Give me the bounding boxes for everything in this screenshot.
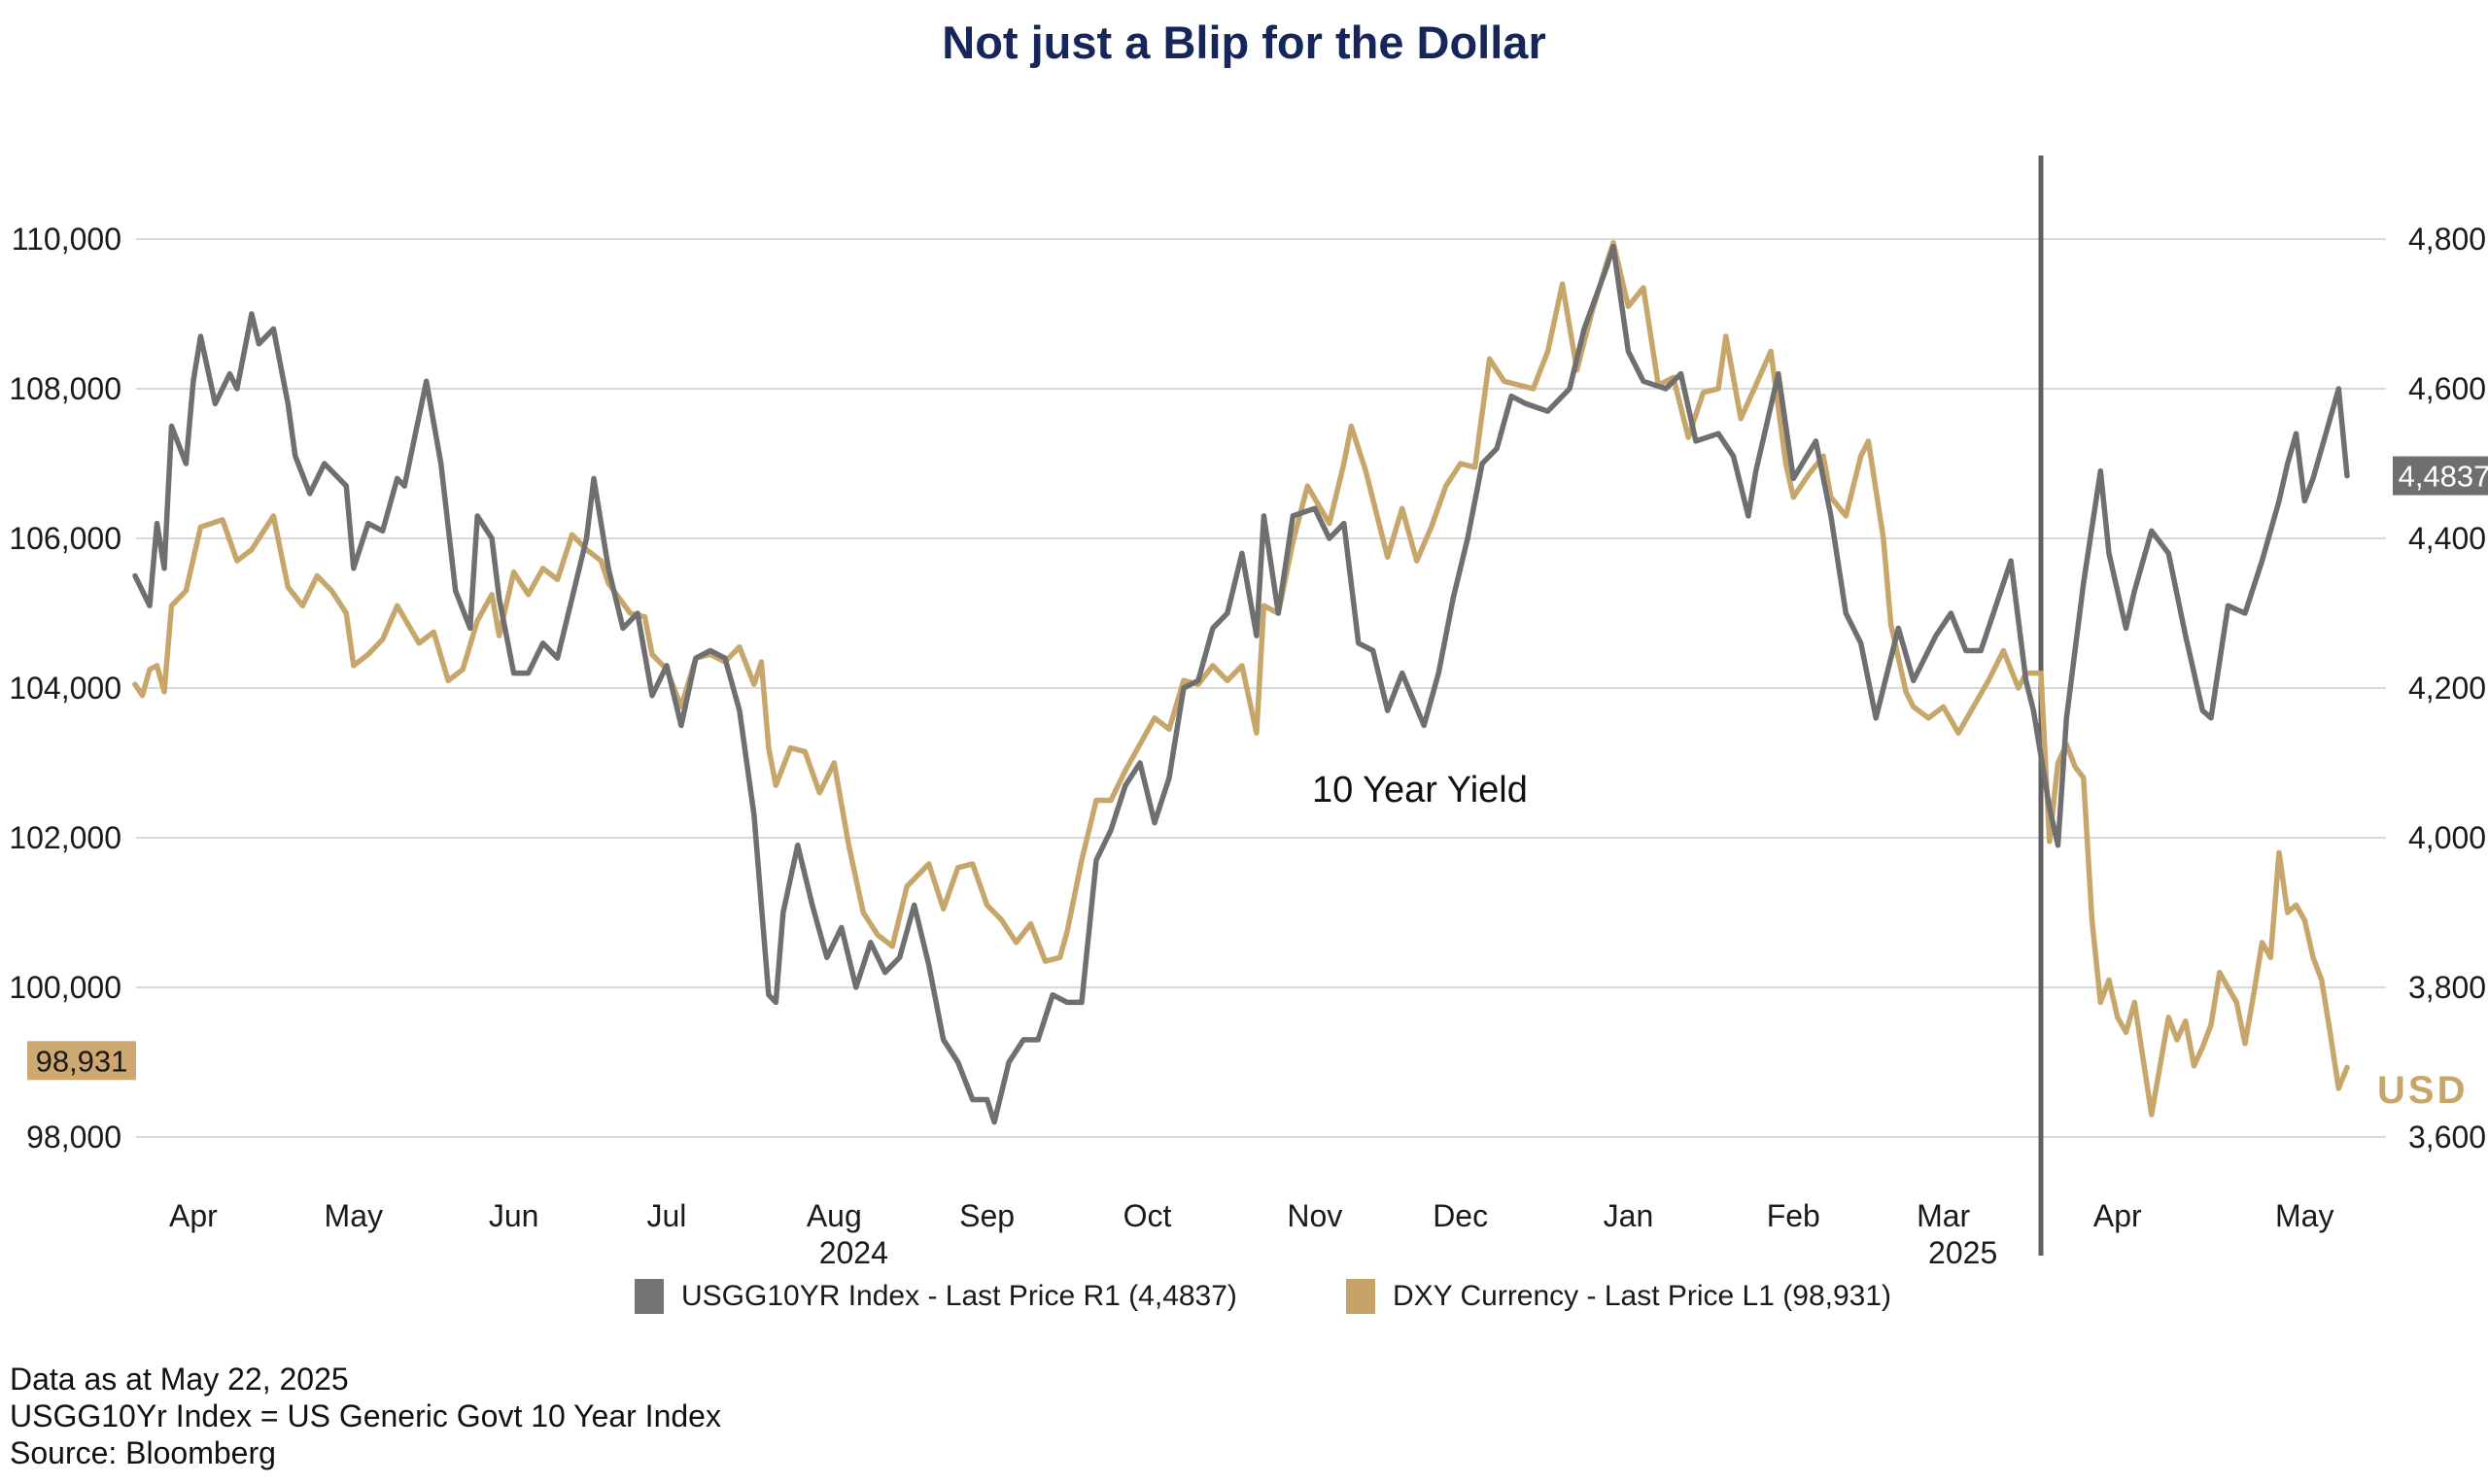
right-axis-tick-label: 3,600 xyxy=(2408,1120,2486,1155)
month-tick-label: May xyxy=(2275,1198,2333,1233)
left-axis-tick-label: 110,000 xyxy=(12,222,121,257)
month-tick-label: Jul xyxy=(647,1198,687,1233)
usd-annotation: USD xyxy=(2377,1069,2469,1112)
left-axis-labels: 110,000 108,000 106,000 104,000 102,000 100,0… xyxy=(9,222,121,1155)
month-tick-label: Aug xyxy=(807,1198,862,1233)
month-tick-label: Jun xyxy=(489,1198,539,1233)
legend-label-usgg10yr: USGG10YR Index - Last Price R1 (4,4837) xyxy=(681,1280,1237,1312)
left-axis-tick-label: 104,000 xyxy=(9,671,121,706)
left-axis-tick-label: 102,000 xyxy=(9,820,121,855)
month-tick-label: Oct xyxy=(1123,1198,1172,1233)
left-axis-tick-label: 100,000 xyxy=(9,970,121,1005)
ten-year-yield-annotation: 10 Year Yield xyxy=(1312,770,1528,811)
month-tick-label: Mar xyxy=(1917,1198,1970,1233)
year-tick-label: 2024 xyxy=(819,1235,888,1270)
legend: USGG10YR Index - Last Price R1 (4,4837) … xyxy=(0,1275,2488,1318)
year-tick-label: 2025 xyxy=(1928,1235,1997,1270)
right-axis-tick-label: 4,600 xyxy=(2408,371,2486,406)
page-title: Not just a Blip for the Dollar xyxy=(942,17,1546,68)
left-axis-tick-label: 108,000 xyxy=(9,371,121,406)
month-tick-label: Jan xyxy=(1604,1198,1654,1233)
month-tick-label: Apr xyxy=(169,1198,218,1233)
dxy-last-price-badge: 98,931 xyxy=(27,1041,136,1081)
month-tick-label: May xyxy=(325,1198,383,1233)
svg-text:98,931: 98,931 xyxy=(36,1044,128,1078)
yield-last-price-badge: 4,4837 xyxy=(2393,456,2488,496)
right-axis-tick-label: 4,800 xyxy=(2408,222,2486,257)
footer-index-definition: USGG10Yr Index = US Generic Govt 10 Year… xyxy=(10,1398,721,1433)
left-axis-tick-label: 98,000 xyxy=(26,1120,121,1155)
usgg10yr-legend-swatch-icon xyxy=(635,1279,664,1314)
dxy-legend-swatch-icon xyxy=(1346,1279,1375,1314)
month-tick-label: Dec xyxy=(1433,1198,1488,1233)
right-axis-tick-label: 3,800 xyxy=(2408,970,2486,1005)
footer-notes: Data as at May 22, 2025 USGG10Yr Index =… xyxy=(10,1361,721,1471)
left-axis-tick-label: 106,000 xyxy=(9,521,121,556)
right-axis-tick-label: 4,400 xyxy=(2408,521,2486,556)
legend-label-dxy: DXY Currency - Last Price L1 (98,931) xyxy=(1393,1280,1892,1312)
right-axis-tick-label: 4,000 xyxy=(2408,820,2486,855)
month-tick-label: Sep xyxy=(959,1198,1015,1233)
month-tick-label: Feb xyxy=(1767,1198,1820,1233)
right-axis-tick-label: 4,200 xyxy=(2408,671,2486,706)
legend-item-usgg10yr: USGG10YR Index - Last Price R1 (4,4837) xyxy=(635,1275,1237,1318)
usgg10yr-series-line xyxy=(132,243,2350,1125)
right-axis-labels: 4,800 4,600 4,400 4,200 4,000 3,800 3,600 xyxy=(2408,222,2486,1155)
month-tick-label: Apr xyxy=(2093,1198,2142,1233)
legend-item-dxy: DXY Currency - Last Price L1 (98,931) xyxy=(1346,1275,1891,1318)
svg-text:4,4837: 4,4837 xyxy=(2399,460,2488,494)
footer-data-as-at: Data as at May 22, 2025 xyxy=(10,1362,349,1397)
dxy-series-line xyxy=(132,240,2350,1118)
month-tick-label: Nov xyxy=(1287,1198,1342,1233)
footer-source: Source: Bloomberg xyxy=(10,1435,276,1470)
